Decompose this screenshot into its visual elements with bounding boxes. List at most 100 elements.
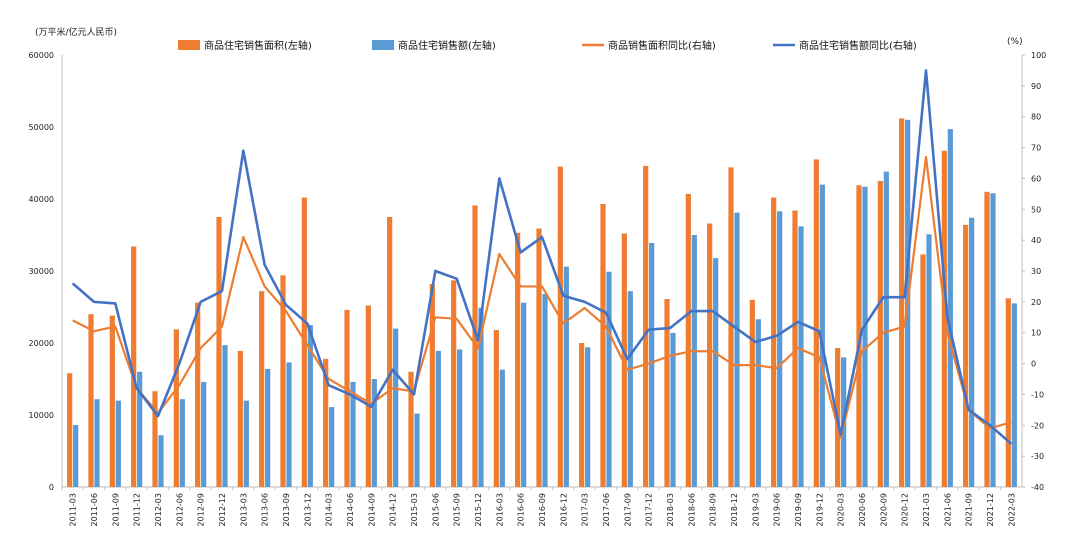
bar-sales-amount <box>243 400 249 487</box>
bar-sales-amount <box>307 325 313 487</box>
x-tick-label: 2019-12 <box>815 493 824 526</box>
x-tick-label: 2019-09 <box>794 493 803 526</box>
x-tick-label: 2014-03 <box>325 493 334 526</box>
x-tick-label: 2021-09 <box>965 493 974 526</box>
bar-sales-amount <box>627 291 633 487</box>
bar-sales-amount <box>371 379 377 487</box>
left-tick-label: 20000 <box>29 339 54 348</box>
right-tick-label: -30 <box>1031 452 1044 461</box>
bar-sales-area <box>920 254 926 487</box>
bar-sales-area <box>963 224 969 488</box>
x-tick-label: 2012-12 <box>218 493 227 526</box>
axes <box>61 54 1025 490</box>
bar-sales-amount <box>393 328 399 487</box>
bar-sales-area <box>707 223 713 488</box>
bar-sales-amount <box>94 399 100 487</box>
line-amount-yoy <box>71 69 1013 445</box>
bar-sales-area <box>579 343 585 487</box>
bar-sales-amount <box>542 294 548 487</box>
bar-sales-area <box>792 210 798 487</box>
bar-sales-amount <box>670 332 676 487</box>
x-tick-label: 2019-03 <box>751 493 760 526</box>
legend-label: 商品住宅销售额(左轴) <box>398 39 496 52</box>
bar-sales-amount <box>137 371 143 487</box>
left-tick-label: 30000 <box>29 267 54 276</box>
x-tick-label: 2018-12 <box>730 493 739 526</box>
bar-sales-area <box>387 217 393 487</box>
tick-labels: 0 10000 20000 30000 40000 50000 60000 -40 -30 -20… <box>29 51 1047 526</box>
bar-sales-amount <box>457 349 463 487</box>
bar-sales-amount <box>201 381 207 487</box>
x-tick-label: 2012-06 <box>175 493 184 526</box>
bar-sales-amount <box>435 350 441 487</box>
bar-sales-area <box>365 305 371 487</box>
bar-sales-amount <box>73 425 79 487</box>
left-tick-label: 50000 <box>29 123 54 132</box>
legend-label: 商品销售面积同比(右轴) <box>608 39 716 52</box>
bar-sales-area <box>67 373 73 487</box>
x-tick-label: 2017-12 <box>645 493 654 526</box>
line-series <box>71 69 1013 445</box>
x-tick-label: 2020-12 <box>901 493 910 526</box>
right-tick-label: 20 <box>1031 298 1041 307</box>
x-tick-label: 2013-03 <box>239 493 248 526</box>
bar-sales-area <box>195 302 201 487</box>
bar-sales-area <box>899 118 905 488</box>
bar-sales-area <box>344 309 350 487</box>
legend-label: 商品住宅销售额同比(右轴) <box>799 39 917 52</box>
bar-sales-area <box>451 280 457 487</box>
x-tick-label: 2019-06 <box>773 493 782 526</box>
x-tick-label: 2021-06 <box>943 493 952 526</box>
bar-sales-amount <box>755 319 761 487</box>
x-tick-label: 2020-06 <box>858 493 867 526</box>
right-axis-unit-label: (%) <box>1007 37 1023 47</box>
legend-swatch <box>372 40 394 50</box>
bar-sales-amount <box>499 369 505 487</box>
bar-sales-amount <box>265 368 271 487</box>
x-tick-label: 2018-06 <box>687 493 696 526</box>
x-tick-label: 2016-03 <box>495 493 504 526</box>
bar-sales-amount <box>350 381 356 487</box>
bar-sales-area <box>515 232 521 487</box>
x-tick-label: 2017-03 <box>581 493 590 526</box>
x-tick-label: 2015-09 <box>453 493 462 526</box>
right-tick-label: -20 <box>1031 421 1044 430</box>
bar-sales-amount <box>585 347 591 487</box>
bar-sales-amount <box>819 184 825 487</box>
x-tick-label: 2017-06 <box>602 493 611 526</box>
x-tick-label: 2016-06 <box>517 493 526 526</box>
bar-sales-amount <box>521 302 527 487</box>
x-tick-label: 2018-09 <box>709 493 718 526</box>
bar-sales-amount <box>990 193 996 488</box>
bar-sales-amount <box>883 171 889 487</box>
bar-sales-amount <box>179 399 185 487</box>
x-tick-label: 2014-06 <box>346 493 355 526</box>
x-tick-label: 2015-12 <box>474 493 483 526</box>
left-axis-unit-label: (万平米/亿元人民币) <box>35 26 117 38</box>
x-tick-label: 2015-03 <box>410 493 419 526</box>
x-tick-label: 2020-03 <box>837 493 846 526</box>
bar-sales-area <box>280 275 286 487</box>
bar-sales-amount <box>926 234 932 487</box>
left-tick-label: 40000 <box>29 195 54 204</box>
left-tick-label: 10000 <box>29 411 54 420</box>
right-tick-label: 40 <box>1031 236 1041 245</box>
x-tick-label: 2012-09 <box>197 493 206 526</box>
right-tick-label: 70 <box>1031 144 1041 153</box>
x-tick-label: 2021-03 <box>922 493 931 526</box>
bar-sales-area <box>109 315 115 487</box>
bar-sales-amount <box>222 345 228 487</box>
legend: 商品住宅销售面积(左轴) 商品住宅销售额(左轴) 商品销售面积同比(右轴) 商品住宅销… <box>178 39 917 52</box>
x-tick-label: 2022-03 <box>1007 493 1016 526</box>
bar-sales-area <box>259 291 265 487</box>
bar-sales-area <box>600 204 606 488</box>
bar-sales-amount <box>691 235 697 487</box>
bar-sales-amount <box>862 186 868 487</box>
right-tick-label: 0 <box>1031 360 1036 369</box>
x-tick-label: 2014-12 <box>389 493 398 526</box>
x-tick-label: 2020-09 <box>879 493 888 526</box>
bar-sales-area <box>88 314 94 487</box>
bar-sales-area <box>771 197 777 487</box>
